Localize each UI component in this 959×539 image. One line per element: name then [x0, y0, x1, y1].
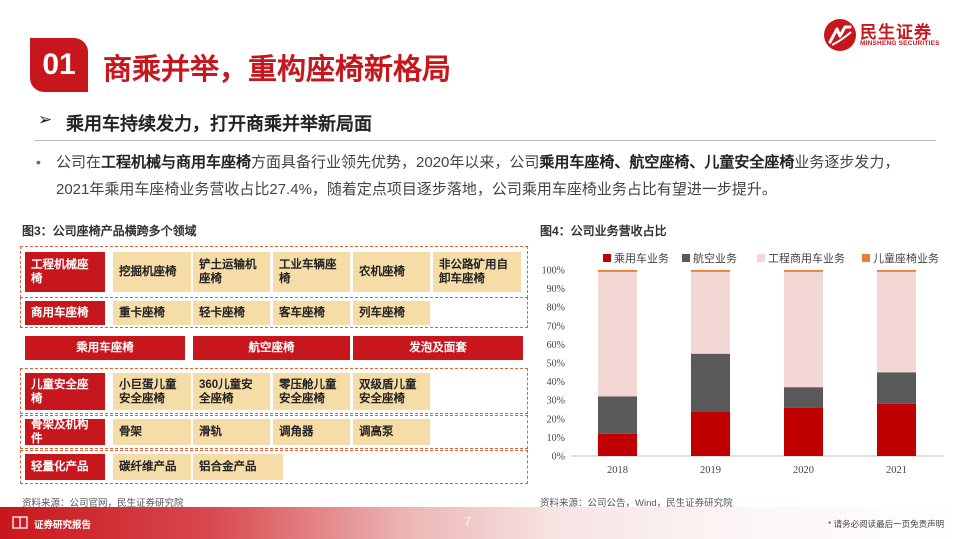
y-tick-label: 50%: [547, 359, 565, 370]
bar-segment: [597, 270, 638, 272]
bar-segment: [876, 403, 917, 456]
legend-swatch: [603, 254, 611, 262]
light-group-box: [20, 450, 528, 484]
book-icon: [12, 516, 28, 529]
x-tick-label: 2020: [793, 465, 814, 476]
bar-segment: [876, 372, 917, 404]
y-tick-label: 0%: [552, 452, 565, 463]
y-tick-label: 40%: [547, 377, 565, 388]
construction-label: 工程机械座椅: [25, 252, 105, 292]
bar-segment: [597, 271, 638, 397]
frame-item: 调高泵: [353, 419, 430, 445]
y-tick-label: 80%: [547, 303, 565, 314]
bar-segment: [783, 407, 824, 456]
light-item: 铝合金产品: [193, 454, 283, 480]
footer-bar: [0, 507, 959, 539]
legend-label: 工程商用车业务: [768, 251, 845, 265]
legend-swatch: [682, 254, 690, 262]
commercial-item: 客车座椅: [273, 301, 350, 325]
frame-item: 调角器: [273, 419, 350, 445]
bar-segment: [597, 396, 638, 434]
para-text-1: 公司在: [56, 154, 102, 171]
logo-subtitle: MINSHENG SECURITIES: [860, 40, 940, 47]
bar-segment: [783, 271, 824, 388]
child-item: 360儿童安全座椅: [193, 373, 270, 410]
para-bold-1: 工程机械与商用车座椅: [101, 154, 252, 171]
bar-segment: [690, 271, 731, 354]
legend-label: 儿童座椅业务: [873, 251, 939, 265]
construction-item: 非公路矿用自卸车座椅: [433, 252, 521, 292]
figure4-title: 图4：公司业务营收占比: [540, 224, 667, 238]
para-bold-2: 乘用车座椅、航空座椅、儿童安全座椅: [539, 154, 795, 171]
foam-cover-category: 发泡及面套: [353, 336, 523, 360]
x-tick-label: 2019: [700, 465, 721, 476]
bar-segment: [783, 270, 824, 272]
section-title: 商乘并举，重构座椅新格局: [103, 54, 452, 86]
construction-item: 农机座椅: [353, 252, 430, 292]
passenger-seat-category: 乘用车座椅: [25, 336, 185, 360]
construction-item: 铲土运输机座椅: [193, 252, 270, 292]
child-item: 双级盾儿童安全座椅: [353, 373, 430, 410]
child-item: 零压舱儿童安全座椅: [273, 373, 350, 410]
child-item: 小巨蛋儿童安全座椅: [113, 373, 191, 410]
commercial-group-box: [20, 297, 528, 328]
child-label: 儿童安全座椅: [25, 373, 105, 410]
section-number-badge: 01: [30, 38, 88, 92]
y-tick-label: 60%: [547, 340, 565, 351]
legend-swatch: [757, 254, 765, 262]
bar-segment: [876, 271, 917, 373]
aviation-seat-category: 航空座椅: [193, 336, 350, 360]
y-tick-label: 70%: [547, 321, 565, 332]
section-number: 01: [42, 48, 76, 81]
bar-segment: [597, 433, 638, 456]
y-tick-label: 90%: [547, 284, 565, 295]
frame-item: 骨架: [113, 419, 191, 445]
footer-report-label: 证券研究报告: [34, 520, 92, 531]
subheading: 乘用车持续发力，打开商乘并举新局面: [66, 114, 372, 134]
frame-item: 滑轨: [193, 419, 270, 445]
y-tick-label: 10%: [547, 433, 565, 444]
product-matrix: 工程机械座椅 挖掘机座椅 铲土运输机座椅 工业车辆座椅 农机座椅 非公路矿用自卸…: [20, 246, 528, 486]
y-tick-label: 100%: [542, 266, 565, 277]
y-tick-label: 30%: [547, 396, 565, 407]
commercial-item: 轻卡座椅: [193, 301, 270, 325]
frame-group-box: [20, 415, 528, 449]
commercial-item: 列车座椅: [353, 301, 430, 325]
arrow-bullet-icon: ➢: [38, 110, 53, 129]
x-tick-label: 2018: [607, 465, 628, 476]
bar-segment: [876, 270, 917, 272]
figure4-source: 资料来源：公司公告，Wind，民生证券研究院: [540, 498, 733, 509]
body-paragraph: • 公司在工程机械与商用车座椅方面具备行业领先优势，2020年以来，公司乘用车座…: [36, 149, 926, 203]
page-number: 7: [464, 514, 472, 529]
commercial-label: 商用车座椅: [25, 301, 105, 325]
x-tick-label: 2021: [886, 465, 907, 476]
bar-segment: [690, 353, 731, 412]
y-tick-label: 20%: [547, 414, 565, 425]
disclaimer-note: * 请务必阅读最后一页免责声明: [828, 519, 945, 529]
light-item: 碳纤维产品: [113, 454, 191, 480]
legend-label: 航空业务: [693, 251, 737, 265]
figure3-source: 资料来源：公司官网，民生证券研究院: [22, 498, 184, 509]
bar-segment: [690, 270, 731, 272]
para-text-3: 业务逐步发力，2021年乘用车座椅业务营收占比27.4%，随着定点项目逐步落地，…: [56, 154, 900, 198]
light-label: 轻量化产品: [25, 454, 105, 480]
bullet-dot-icon: •: [36, 154, 41, 170]
child-group-box: [20, 368, 528, 414]
commercial-item: 重卡座椅: [113, 301, 191, 325]
bar-segment: [690, 411, 731, 456]
construction-item: 挖掘机座椅: [113, 252, 191, 292]
minsheng-logo-icon: [824, 19, 856, 51]
legend-label: 乘用车业务: [614, 251, 669, 265]
revenue-share-chart: 0% 10% 20% 30% 40% 50% 60% 70% 80% 90% 100% 2018 201…: [542, 251, 943, 476]
para-text-2: 方面具备行业领先优势，2020年以来，公司: [251, 154, 540, 171]
divider: [34, 140, 936, 141]
legend-swatch: [862, 254, 870, 262]
bar-segment: [783, 387, 824, 408]
frame-label: 骨架及机构件: [25, 419, 105, 445]
figure3-title: 图3：公司座椅产品横跨多个领域: [22, 224, 197, 238]
logo-name: 民生证券: [860, 23, 932, 42]
construction-item: 工业车辆座椅: [273, 252, 350, 292]
